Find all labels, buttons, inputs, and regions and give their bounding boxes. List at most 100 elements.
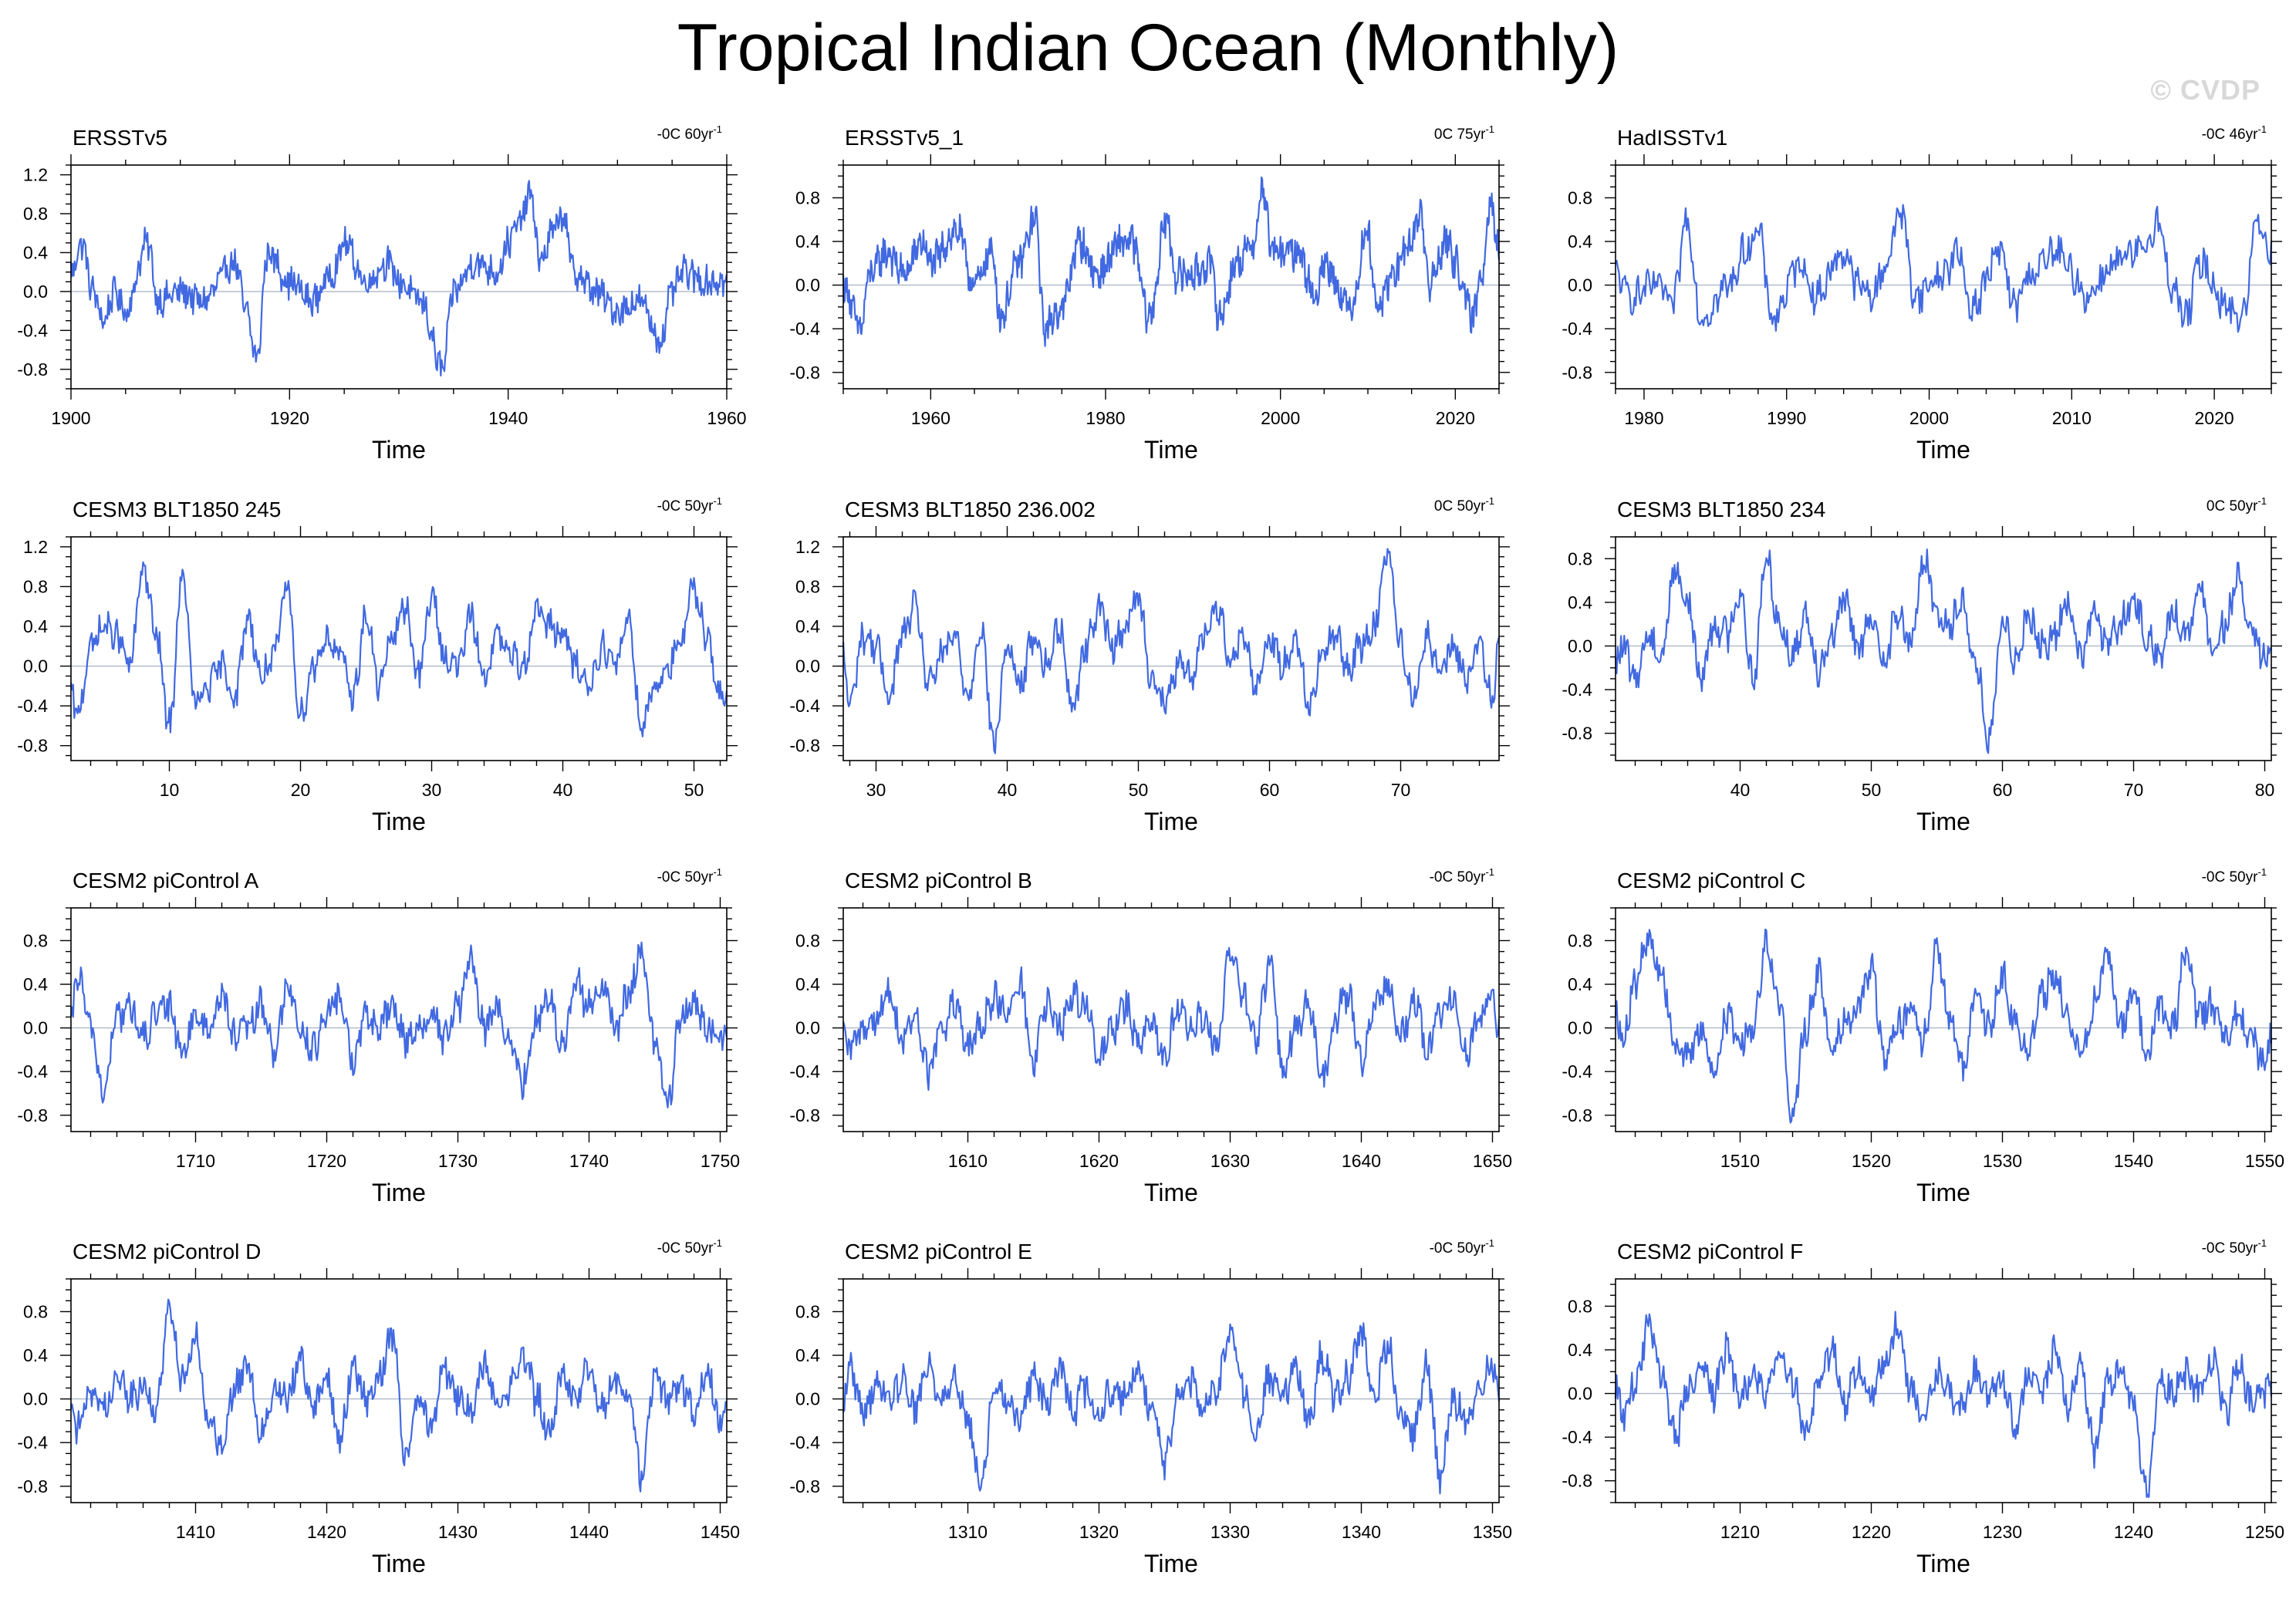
x-tick-label: 1330 — [1210, 1522, 1250, 1542]
x-axis-label: Time — [372, 1550, 426, 1577]
y-tick-label: 0.0 — [795, 656, 820, 676]
plot-frame — [1615, 1278, 2272, 1503]
trend-superscript: -1 — [1485, 1237, 1494, 1249]
x-tick-label: 1230 — [1983, 1522, 2022, 1542]
x-tick-label: 1960 — [707, 408, 746, 428]
x-tick-label: 1430 — [438, 1522, 478, 1542]
series-line — [69, 180, 728, 377]
y-tick-label: -0.4 — [17, 1061, 48, 1081]
x-tick-label: 1650 — [1473, 1151, 1512, 1171]
plot-frame — [1615, 536, 2272, 761]
panel-title: CESM2 piControl D — [73, 1240, 261, 1263]
x-tick-label: 80 — [2255, 780, 2275, 800]
x-tick-label: 1980 — [1086, 408, 1125, 428]
series-line — [842, 1322, 1501, 1495]
trend-superscript: -1 — [2257, 123, 2267, 135]
chart-panel: CESM3 BLT1850 236.002 0C 50yr-1 -0.8 -0.4 0.… — [789, 495, 1510, 835]
trend-superscript: -1 — [713, 866, 722, 878]
y-tick-label: -0.8 — [789, 1105, 820, 1125]
panel-title: CESM2 piControl A — [73, 869, 259, 892]
chart-panel: CESM2 piControl F -0C 50yr-1 -0.8 -0.4 0.0 0.… — [1562, 1237, 2284, 1577]
y-tick-label: 0.0 — [795, 1018, 820, 1038]
x-tick-label: 10 — [160, 780, 180, 800]
chart-panel: CESM2 piControl D -0C 50yr-1 -0.8 -0.4 0.0 0.… — [17, 1237, 740, 1577]
x-tick-label: 1710 — [176, 1151, 215, 1171]
x-tick-label: 50 — [684, 780, 704, 800]
x-tick-label: 50 — [1862, 780, 1882, 800]
y-tick-label: -0.4 — [789, 696, 820, 716]
trend-label: -0C 46yr-1 — [2202, 123, 2267, 143]
x-tick-label: 2000 — [1909, 408, 1949, 428]
trend-label: 0C 50yr-1 — [1434, 495, 1494, 514]
y-tick-label: 0.8 — [1568, 548, 1592, 568]
y-tick-label: 0.0 — [1568, 636, 1592, 656]
trend-label: -0C 50yr-1 — [657, 866, 722, 886]
trend-label: -0C 50yr-1 — [657, 495, 722, 514]
series-line — [69, 561, 728, 737]
y-tick-label: -0.4 — [1562, 1061, 1592, 1081]
x-axis-label: Time — [372, 1179, 426, 1206]
y-tick-label: -0.4 — [1562, 1427, 1592, 1447]
x-tick-label: 1720 — [307, 1151, 346, 1171]
y-tick-label: 1.2 — [23, 537, 48, 557]
x-tick-label: 1610 — [948, 1151, 988, 1171]
y-tick-label: 0.0 — [23, 1389, 48, 1409]
trend-label: -0C 50yr-1 — [2202, 1237, 2267, 1257]
x-tick-label: 1620 — [1079, 1151, 1119, 1171]
x-tick-label: 1350 — [1473, 1522, 1512, 1542]
panel-title: CESM2 piControl E — [845, 1240, 1032, 1263]
x-tick-label: 1900 — [51, 408, 90, 428]
y-tick-label: -0.8 — [789, 363, 820, 383]
series-line — [842, 946, 1501, 1091]
x-tick-label: 1310 — [948, 1522, 988, 1542]
x-axis-label: Time — [1916, 436, 1970, 464]
y-tick-label: -0.4 — [789, 1061, 820, 1081]
x-tick-label: 1980 — [1624, 408, 1663, 428]
y-tick-label: 0.4 — [23, 1345, 48, 1365]
x-tick-label: 1210 — [1720, 1522, 1760, 1542]
trend-label: -0C 60yr-1 — [657, 123, 722, 143]
x-tick-label: 30 — [422, 780, 442, 800]
x-axis-label: Time — [1144, 808, 1198, 835]
chart-panel: CESM2 piControl B -0C 50yr-1 -0.8 -0.4 0.0 0.… — [789, 866, 1512, 1206]
x-tick-label: 1510 — [1720, 1151, 1760, 1171]
x-tick-label: 1940 — [488, 408, 528, 428]
y-tick-label: 0.8 — [23, 204, 48, 224]
y-tick-label: -0.4 — [17, 696, 48, 716]
x-tick-label: 40 — [553, 780, 573, 800]
y-tick-label: -0.4 — [1562, 319, 1592, 339]
trend-superscript: -1 — [1485, 123, 1494, 135]
trend-superscript: -1 — [713, 123, 722, 135]
y-tick-label: -0.8 — [1562, 1471, 1592, 1491]
x-tick-label: 1960 — [911, 408, 950, 428]
series-line — [1614, 204, 2273, 333]
x-tick-label: 1410 — [176, 1522, 215, 1542]
series-line — [842, 176, 1501, 347]
x-tick-label: 1520 — [1852, 1151, 1891, 1171]
y-tick-label: 0.0 — [1568, 1384, 1592, 1404]
trend-label: 0C 75yr-1 — [1434, 123, 1494, 143]
y-tick-label: 0.4 — [23, 974, 48, 994]
chart-panel: HadISSTv1 -0C 46yr-1 -0.8 -0.4 0.0 0.4 0.8 1980… — [1562, 123, 2282, 464]
x-tick-label: 20 — [291, 780, 311, 800]
y-tick-label: 0.4 — [23, 616, 48, 636]
x-axis-label: Time — [1144, 1550, 1198, 1577]
x-tick-label: 2020 — [2195, 408, 2234, 428]
y-tick-label: 0.4 — [795, 974, 820, 994]
plot-frame — [70, 1278, 728, 1503]
y-tick-label: 0.4 — [1568, 974, 1592, 994]
y-tick-label: 0.8 — [23, 1301, 48, 1321]
chart-panel: CESM3 BLT1850 234 0C 50yr-1 -0.8 -0.4 0.0 0.4… — [1562, 495, 2282, 835]
x-tick-label: 1920 — [270, 408, 309, 428]
x-tick-label: 2020 — [1436, 408, 1475, 428]
x-tick-label: 1420 — [307, 1522, 346, 1542]
trend-superscript: -1 — [1485, 866, 1494, 878]
plot-frame — [842, 164, 1500, 390]
y-tick-label: 0.4 — [23, 242, 48, 262]
panel-title: HadISSTv1 — [1617, 126, 1727, 150]
y-tick-label: -0.4 — [17, 320, 48, 340]
y-tick-label: -0.8 — [789, 1476, 820, 1496]
y-tick-label: 0.8 — [1568, 1296, 1592, 1316]
plot-frame — [842, 907, 1500, 1132]
x-axis-label: Time — [1916, 808, 1970, 835]
